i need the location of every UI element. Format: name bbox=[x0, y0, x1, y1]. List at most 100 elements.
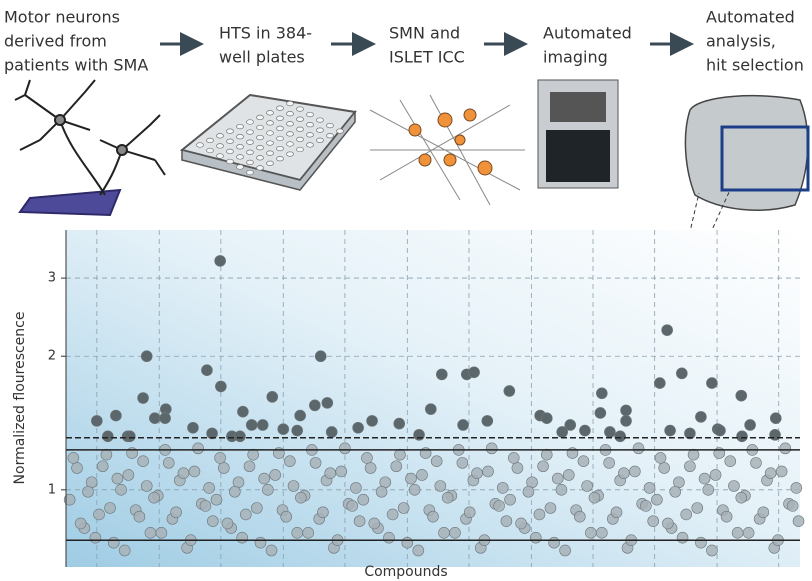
point bbox=[791, 482, 802, 493]
point bbox=[695, 537, 706, 548]
y-tick-label: 1 bbox=[48, 482, 56, 497]
well bbox=[257, 166, 264, 171]
well bbox=[317, 138, 324, 143]
well bbox=[297, 147, 304, 152]
point bbox=[556, 484, 567, 495]
point bbox=[200, 500, 211, 511]
well bbox=[227, 159, 234, 164]
point bbox=[654, 378, 665, 389]
point bbox=[207, 516, 218, 527]
well bbox=[327, 133, 334, 138]
point bbox=[787, 500, 798, 511]
point bbox=[315, 351, 326, 362]
point bbox=[428, 511, 439, 522]
point bbox=[101, 449, 112, 460]
point bbox=[97, 461, 108, 472]
point bbox=[75, 518, 86, 529]
point bbox=[409, 484, 420, 495]
well bbox=[277, 106, 284, 111]
well bbox=[317, 118, 324, 123]
point bbox=[248, 449, 259, 460]
point bbox=[504, 385, 515, 396]
point bbox=[436, 369, 447, 380]
point bbox=[659, 462, 670, 473]
point bbox=[699, 473, 710, 484]
plate-icon bbox=[182, 95, 355, 190]
point bbox=[310, 457, 321, 468]
well bbox=[267, 161, 274, 166]
well bbox=[227, 139, 234, 144]
point bbox=[288, 480, 299, 491]
step-label: Automated bbox=[706, 8, 795, 27]
point bbox=[472, 468, 483, 479]
step-label: analysis, bbox=[706, 32, 776, 51]
point bbox=[281, 511, 292, 522]
point bbox=[770, 429, 781, 440]
point bbox=[90, 532, 101, 543]
well bbox=[207, 148, 214, 153]
point bbox=[745, 419, 756, 430]
point bbox=[387, 509, 398, 520]
point bbox=[91, 415, 102, 426]
point bbox=[530, 532, 541, 543]
point bbox=[402, 537, 413, 548]
point bbox=[604, 426, 615, 437]
point bbox=[266, 545, 277, 556]
point bbox=[116, 484, 127, 495]
point bbox=[450, 527, 461, 538]
point bbox=[102, 431, 113, 442]
point bbox=[538, 461, 549, 472]
well bbox=[287, 132, 294, 137]
point bbox=[677, 532, 688, 543]
well bbox=[237, 145, 244, 150]
point bbox=[354, 516, 365, 527]
x-axis-label: Compounds bbox=[364, 564, 447, 580]
well bbox=[297, 137, 304, 142]
y-tick-label: 3 bbox=[48, 271, 56, 286]
point bbox=[383, 532, 394, 543]
point bbox=[123, 469, 134, 480]
well bbox=[287, 152, 294, 157]
point bbox=[237, 406, 248, 417]
point bbox=[512, 462, 523, 473]
well bbox=[217, 134, 224, 139]
point bbox=[557, 426, 568, 437]
point bbox=[189, 466, 200, 477]
point bbox=[665, 425, 676, 436]
well bbox=[267, 121, 274, 126]
point bbox=[621, 415, 632, 426]
well bbox=[207, 138, 214, 143]
point bbox=[431, 456, 442, 467]
point bbox=[743, 527, 754, 538]
point bbox=[676, 368, 687, 379]
point bbox=[714, 425, 725, 436]
point bbox=[780, 443, 791, 454]
point bbox=[295, 410, 306, 421]
point bbox=[589, 492, 600, 503]
point bbox=[541, 449, 552, 460]
point bbox=[240, 509, 251, 520]
point bbox=[365, 462, 376, 473]
well bbox=[267, 131, 274, 136]
point bbox=[534, 509, 545, 520]
point bbox=[736, 492, 747, 503]
step-label: HTS in 384- bbox=[219, 24, 312, 43]
point bbox=[358, 494, 369, 505]
well bbox=[257, 156, 264, 161]
figure: Motor neuronsderived frompatients with S… bbox=[0, 0, 812, 581]
point bbox=[695, 411, 706, 422]
point bbox=[398, 502, 409, 513]
well bbox=[287, 111, 294, 116]
point bbox=[464, 507, 475, 518]
point bbox=[662, 325, 673, 336]
point bbox=[611, 507, 622, 518]
point bbox=[376, 486, 387, 497]
well bbox=[307, 112, 314, 117]
point bbox=[549, 537, 560, 548]
well bbox=[267, 141, 274, 146]
point bbox=[187, 422, 198, 433]
point bbox=[149, 413, 160, 424]
point bbox=[596, 388, 607, 399]
point bbox=[770, 413, 781, 424]
well bbox=[307, 133, 314, 138]
